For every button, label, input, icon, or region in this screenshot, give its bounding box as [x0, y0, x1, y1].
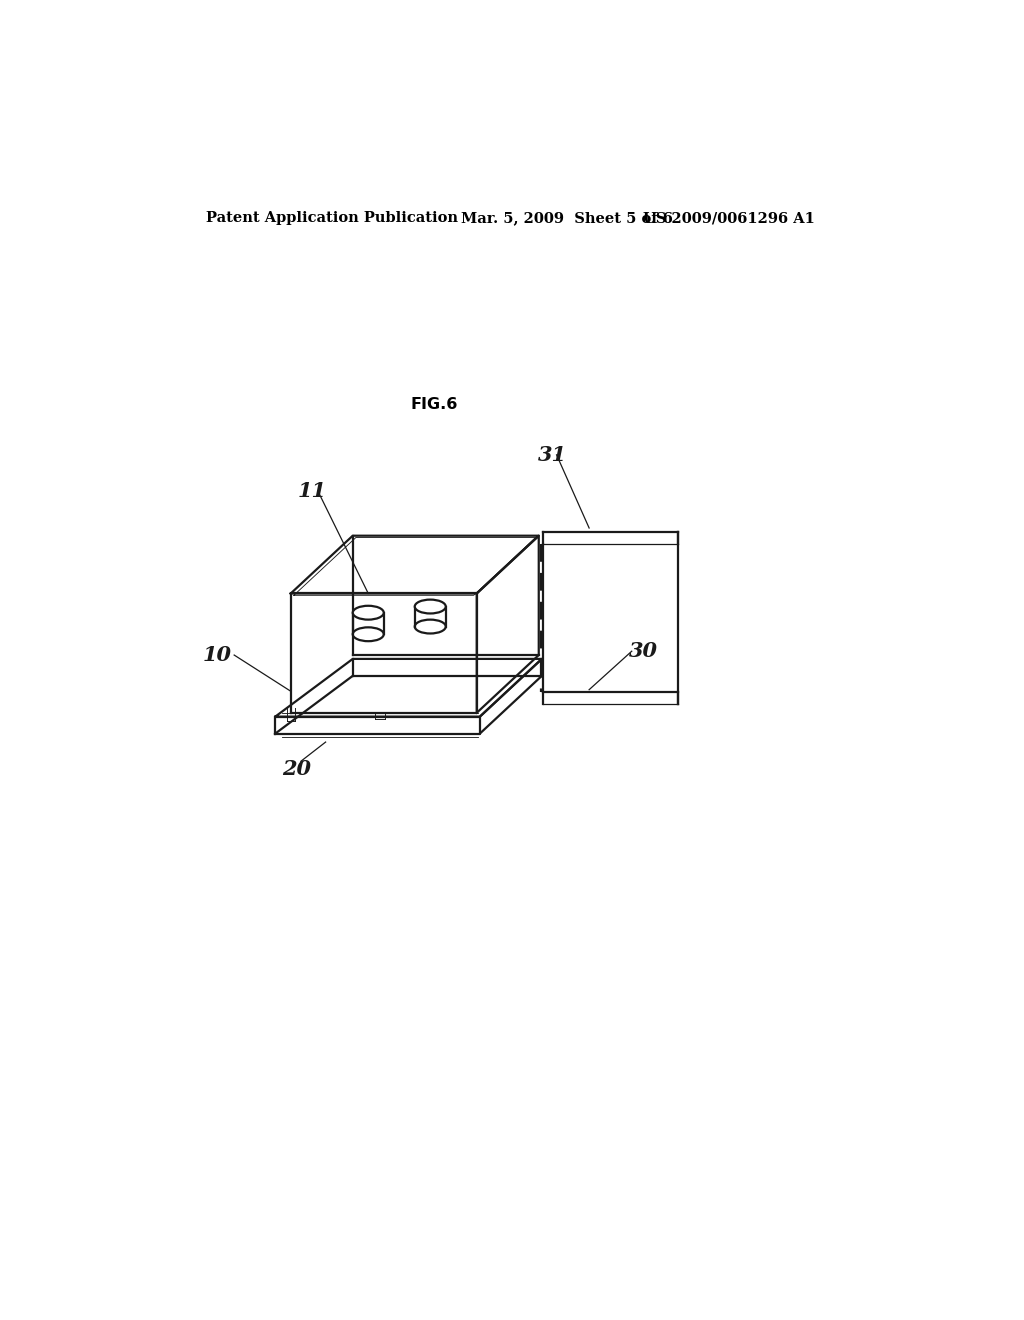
Text: 11: 11	[297, 480, 327, 502]
Text: 30: 30	[629, 642, 657, 661]
Ellipse shape	[415, 619, 445, 634]
Text: FIG.6: FIG.6	[411, 397, 458, 412]
Ellipse shape	[415, 599, 445, 614]
Text: 20: 20	[283, 759, 311, 779]
Ellipse shape	[352, 627, 384, 642]
Text: 31: 31	[539, 445, 567, 465]
Text: Mar. 5, 2009  Sheet 5 of 6: Mar. 5, 2009 Sheet 5 of 6	[461, 211, 673, 226]
Ellipse shape	[352, 606, 384, 619]
Text: 10: 10	[203, 645, 231, 665]
Text: US 2009/0061296 A1: US 2009/0061296 A1	[643, 211, 815, 226]
Text: Patent Application Publication: Patent Application Publication	[206, 211, 458, 226]
